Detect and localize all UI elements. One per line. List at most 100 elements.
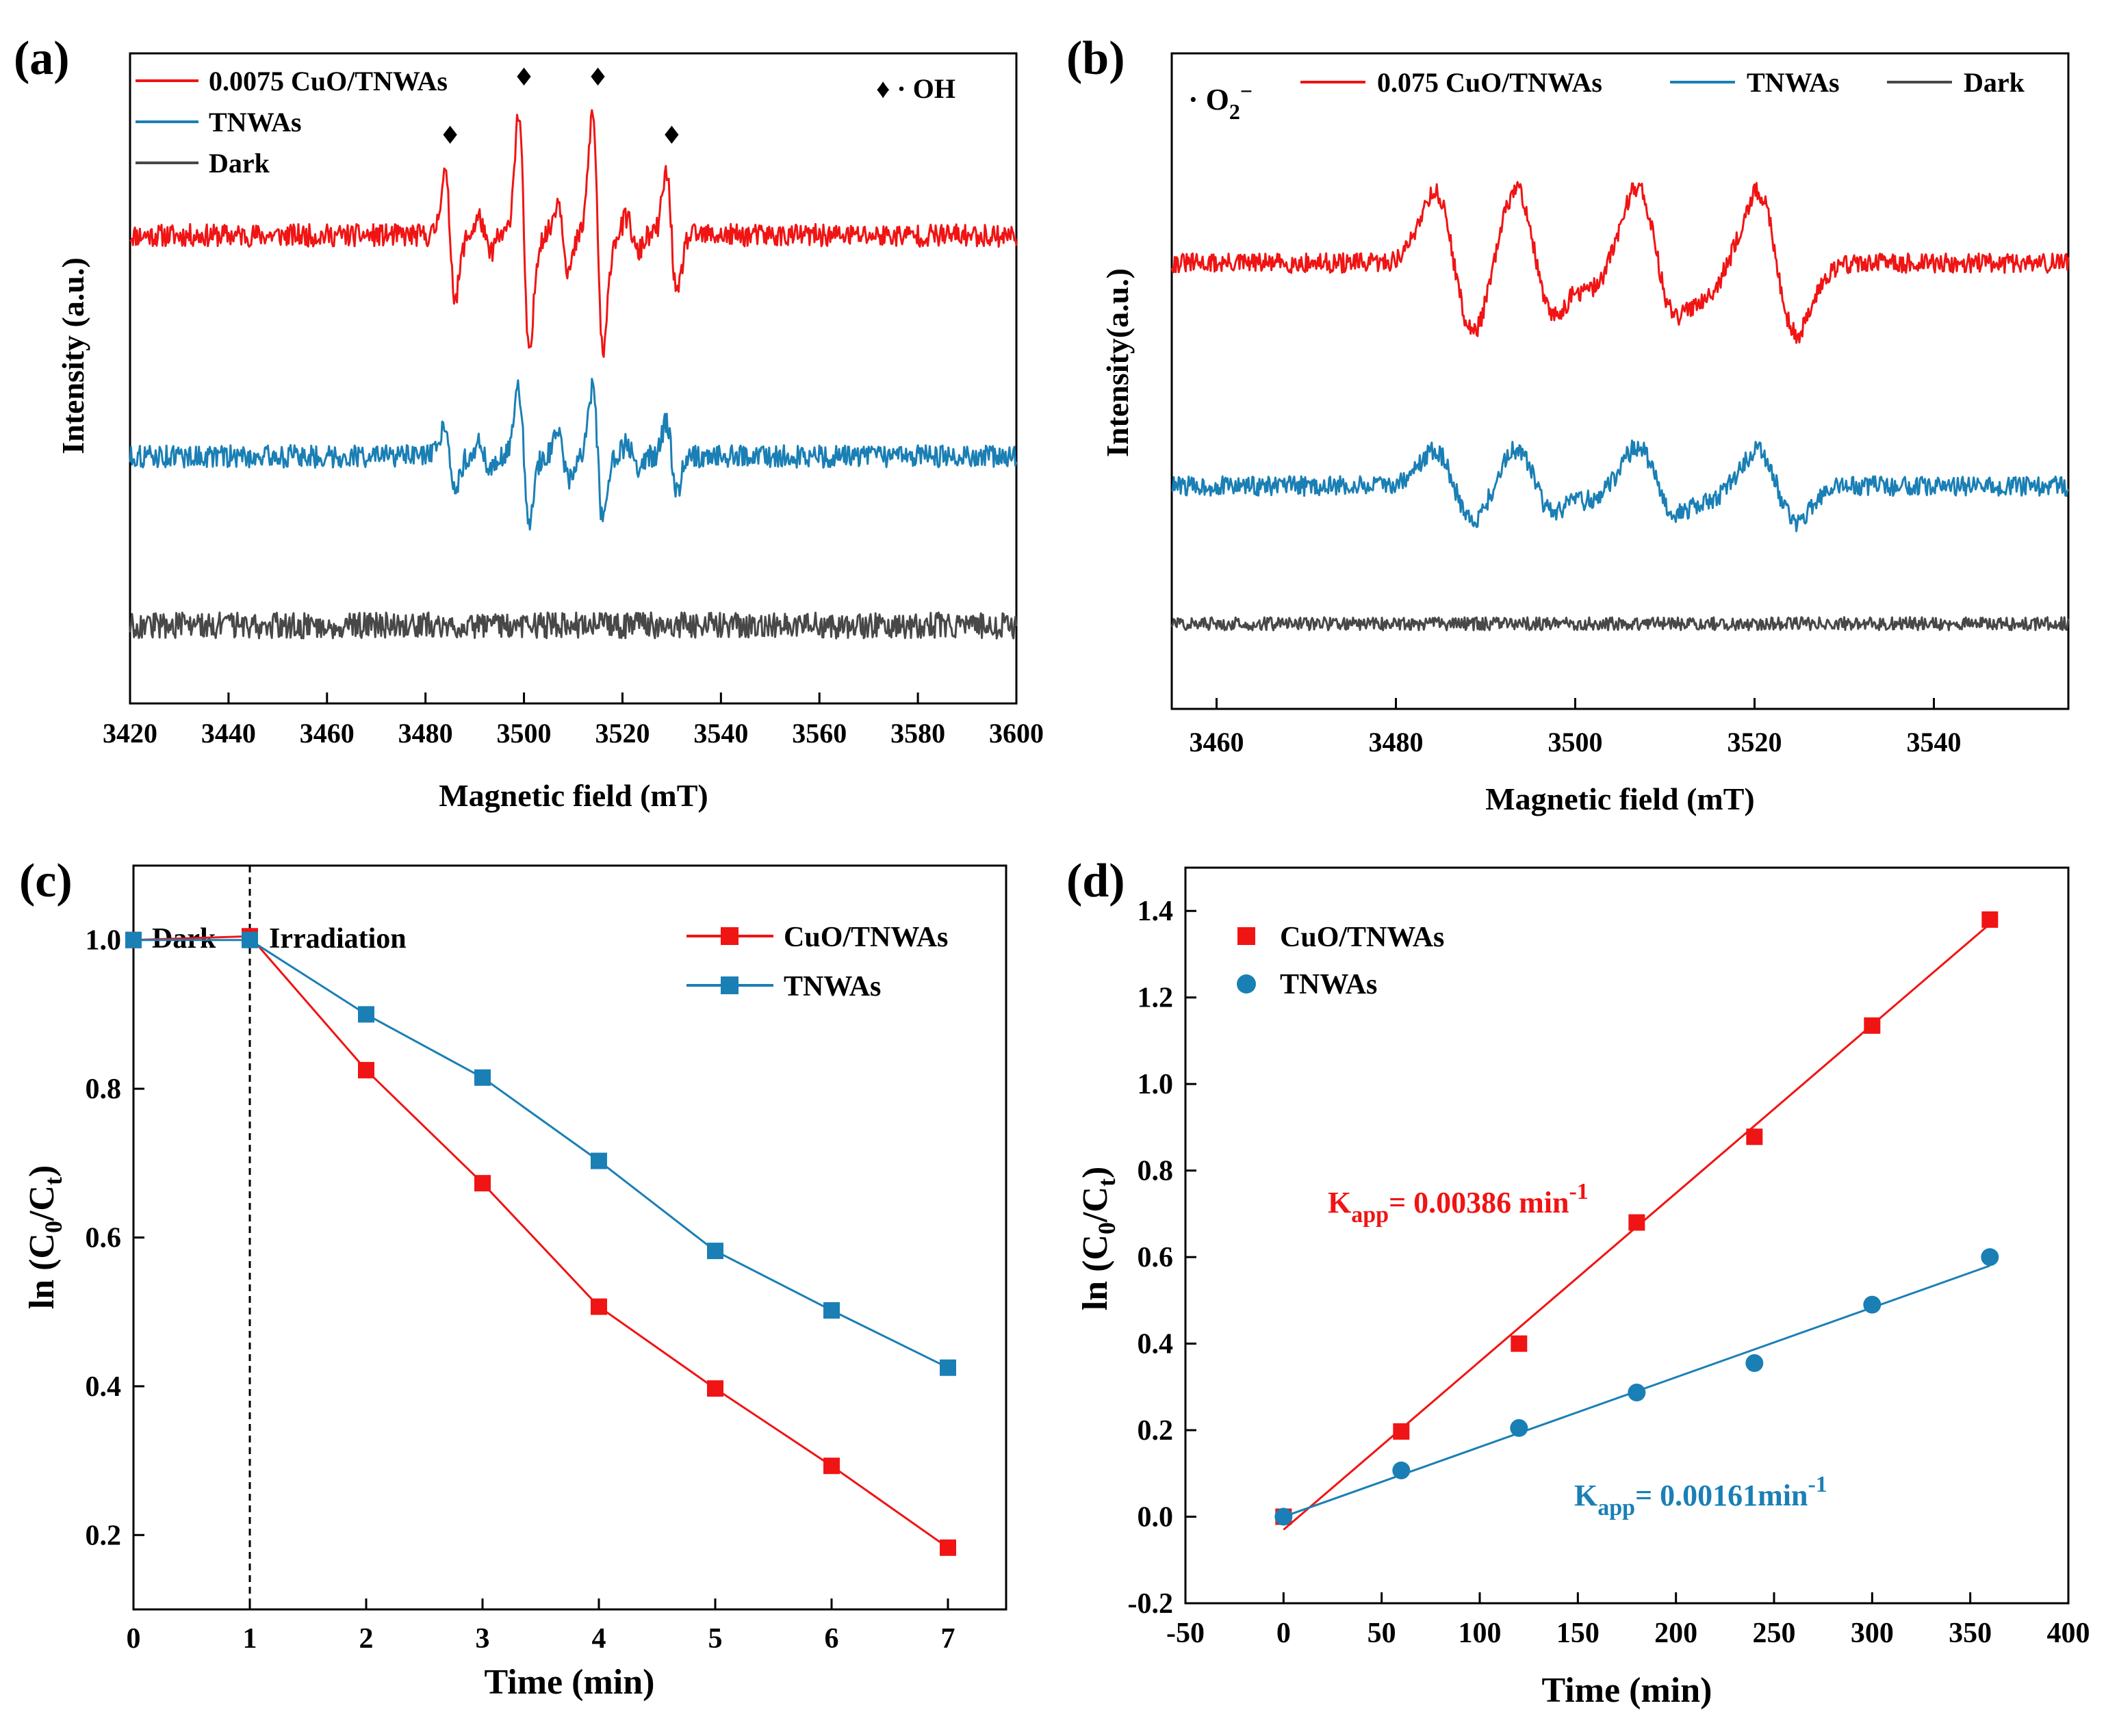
panel-d-x-tick-label: 150 — [1556, 1618, 1600, 1649]
panel-d-y-tick-label: 0.4 — [1138, 1329, 1174, 1360]
panel-d-y-tick-label: 0.6 — [1138, 1242, 1174, 1273]
panel-c-point — [707, 1380, 723, 1397]
panel-d-point — [1510, 1418, 1528, 1437]
panel-c-point — [707, 1243, 723, 1260]
panel-d-x-tick-label: 0 — [1276, 1618, 1291, 1649]
panel-a-peak-marker: ♦ — [660, 122, 682, 150]
panel-a-peak-marker: ♦ — [439, 122, 461, 150]
panel-d-kapp-cuo: Kapp= 0.00386 min-1 — [1328, 1179, 1589, 1228]
panel-d-point — [1981, 1248, 1999, 1267]
panel-a-x-ticks: 3420 3440 3460 3480 3500 3520 3540 3560 3580 3600 — [103, 692, 1044, 749]
panel-b-legend-dark: Dark — [1964, 67, 2025, 98]
panel-b-series-2 — [1170, 616, 2070, 632]
panel-a: (a) 3420 3440 3460 3480 3500 3520 3540 3560 3580… — [14, 32, 1044, 813]
panel-a-x-tick-label: 3540 — [693, 718, 748, 749]
panel-b-frame — [1170, 52, 2070, 710]
panel-d-label: (d) — [1066, 855, 1125, 907]
panel-c-y-tick-label: 1.0 — [86, 925, 122, 957]
panel-a-oh-annotation: ♦ · OH — [876, 73, 955, 104]
panel-d-x-tick-label: 350 — [1949, 1618, 1992, 1649]
panel-d-x-ticks: -50 0 50 100 150 200 250 300 350 400 — [1166, 1592, 2090, 1649]
panel-d-y-label: ln (C0/Ct) — [1076, 1167, 1120, 1311]
panel-c-point — [591, 1298, 607, 1315]
panel-c-point — [591, 1152, 607, 1169]
panel-d-x-tick-label: 250 — [1753, 1618, 1796, 1649]
panel-d-x-label: Time (min) — [1542, 1671, 1712, 1710]
panel-b-x-tick-label: 3520 — [1728, 727, 1782, 757]
panel-b-x-ticks: 3460 3480 3500 3520 3540 — [1190, 698, 1962, 757]
panel-d-y-tick-label: 0.8 — [1138, 1156, 1174, 1187]
panel-c-line-1 — [133, 939, 949, 1369]
panel-c-point — [358, 1061, 374, 1078]
panel-a-x-tick-label: 3460 — [300, 718, 355, 749]
panel-d-y-tick-label: 0.0 — [1138, 1502, 1174, 1533]
panel-a-series — [129, 109, 1018, 640]
panel-c-point — [474, 1069, 491, 1086]
panel-d-y-tick-label: 1.4 — [1138, 896, 1174, 927]
panel-a-x-tick-label: 3560 — [792, 718, 847, 749]
panel-d-point — [1981, 911, 1999, 928]
panel-b-series-0 — [1170, 181, 2070, 344]
panel-d-point — [1628, 1384, 1646, 1402]
panel-d-legend-marker-tnwas — [1237, 974, 1256, 994]
panel-a-legend-tnwas: TNWAs — [209, 107, 302, 138]
panel-a-x-tick-label: 3440 — [201, 718, 256, 749]
panel-c-x-tick-label: 5 — [708, 1623, 723, 1655]
panel-d-x-tick-label: -50 — [1166, 1618, 1205, 1649]
panel-c-x-tick-label: 1 — [243, 1623, 257, 1655]
panel-c-label: (c) — [19, 855, 73, 907]
panel-a-series-0 — [129, 109, 1018, 358]
panel-d-point — [1864, 1017, 1881, 1034]
panel-d-point — [1628, 1214, 1645, 1231]
panel-c-point — [474, 1175, 491, 1192]
panel-c-y-tick-label: 0.2 — [86, 1520, 122, 1551]
panel-c-legend-marker-tnwas — [721, 976, 739, 994]
panel-d-legend-cuo: CuO/TNWAs — [1280, 922, 1444, 953]
panel-a-x-label: Magnetic field (mT) — [439, 778, 708, 813]
panel-a-legend-dark: Dark — [209, 148, 270, 179]
panel-d-series — [1274, 911, 1999, 1531]
panel-b-series-1 — [1171, 439, 2070, 532]
panel-d-y-tick-label: 1.2 — [1138, 983, 1174, 1014]
panel-c-point — [940, 1539, 956, 1556]
panel-d-point — [1511, 1335, 1528, 1352]
panel-b-x-label: Magnetic field (mT) — [1485, 781, 1754, 816]
panel-a-label: (a) — [14, 32, 70, 85]
panel-a-peak-marker: ♦ — [513, 64, 535, 92]
panel-b-x-tick-label: 3460 — [1190, 727, 1244, 757]
panel-c-x-tick-label: 7 — [941, 1623, 955, 1655]
panel-a-x-tick-label: 3500 — [497, 718, 552, 749]
panel-d-point — [1745, 1354, 1764, 1373]
panel-c-point — [125, 931, 142, 948]
panel-b-x-tick-label: 3500 — [1548, 727, 1603, 757]
panel-d-x-tick-label: 400 — [2047, 1618, 2090, 1649]
panel-d-x-tick-label: 100 — [1459, 1618, 1502, 1649]
panel-c-legend-marker-cuo — [721, 927, 739, 945]
panel-d-x-tick-label: 200 — [1654, 1618, 1697, 1649]
panel-d-y-ticks: -0.2 0.0 0.2 0.4 0.6 0.8 1.0 1.2 1.4 — [1128, 896, 1196, 1620]
panel-a-peak-markers: ♦ ♦ ♦ ♦ — [439, 64, 682, 150]
panel-c-x-label: Time (min) — [485, 1663, 655, 1702]
panel-c-x-tick-label: 2 — [359, 1623, 374, 1655]
panel-d-legend-marker-cuo — [1237, 927, 1255, 945]
panel-c-legend-cuo: CuO/TNWAs — [784, 922, 948, 953]
panel-a-x-tick-label: 3420 — [103, 718, 157, 749]
panel-b-legend-cuo: 0.075 CuO/TNWAs — [1377, 67, 1602, 98]
panel-c-series — [125, 928, 956, 1556]
panel-c-point — [358, 1006, 374, 1023]
panel-c-x-ticks: 0 1 2 3 4 5 6 7 — [127, 1598, 955, 1655]
panel-a-peak-marker: ♦ — [587, 64, 608, 92]
panel-a-x-tick-label: 3580 — [890, 718, 945, 749]
panel-b-label: (b) — [1066, 32, 1125, 85]
panel-b-superoxide-annotation: · O2− — [1188, 79, 1253, 124]
panel-c-point — [940, 1359, 956, 1376]
panel-c-line-0 — [133, 935, 949, 1549]
panel-d: (d) -50 0 50 100 150 200 250 300 350 400 -0.2 0.0 0… — [1066, 855, 2090, 1710]
panel-a-series-2 — [129, 611, 1018, 640]
panel-b: (b) 3460 3480 3500 3520 3540 Magnetic field … — [1066, 32, 2070, 816]
panel-a-frame — [129, 52, 1018, 705]
panel-c-legend-tnwas: TNWAs — [784, 971, 881, 1002]
panel-d-point — [1746, 1128, 1763, 1145]
